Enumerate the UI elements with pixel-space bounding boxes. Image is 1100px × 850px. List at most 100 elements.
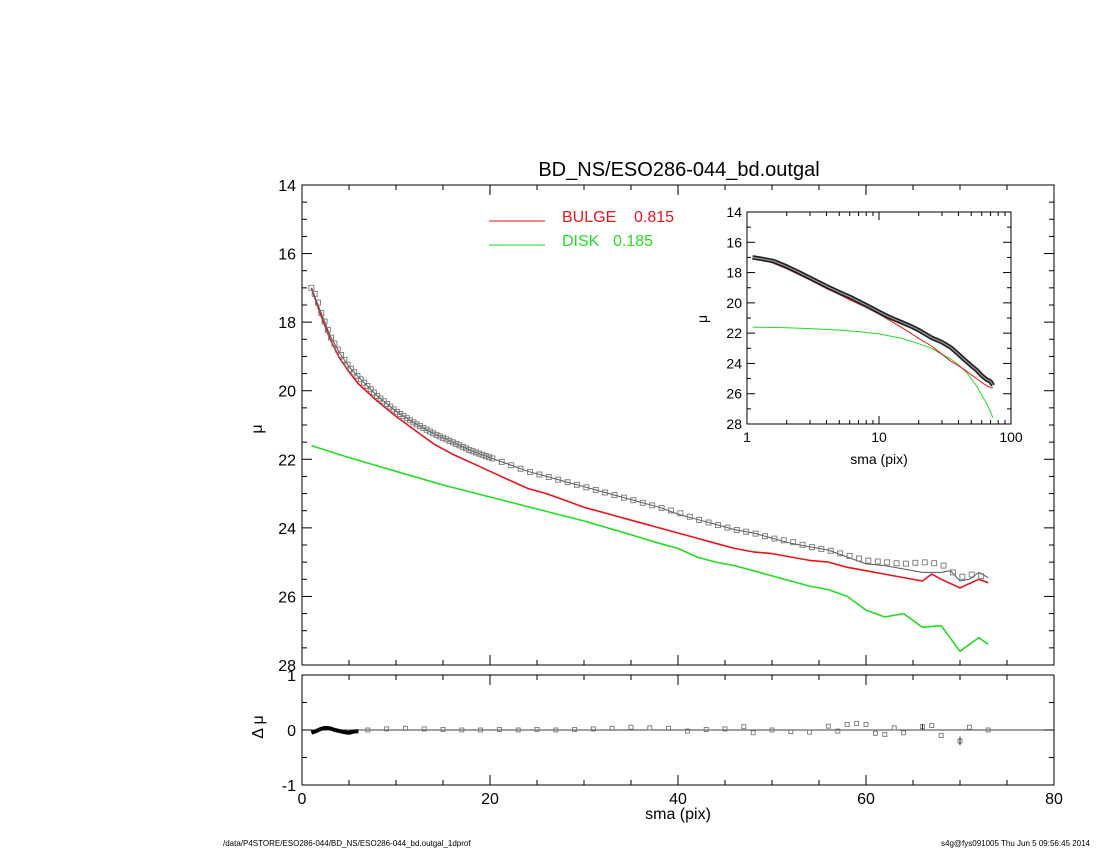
legend-disk-value: 0.185: [613, 233, 653, 250]
observed-point: [884, 559, 891, 566]
observed-point: [649, 502, 656, 509]
observed-point: [357, 376, 364, 383]
observed-point: [724, 524, 731, 531]
observed-point: [893, 560, 900, 567]
residual-point: [929, 723, 935, 729]
observed-point: [592, 486, 599, 493]
observed-point: [564, 479, 571, 486]
residual-point: [666, 725, 672, 731]
residual-point: [478, 727, 484, 733]
observed-point: [978, 573, 985, 580]
inset-y-tick-label: 22: [726, 325, 742, 341]
x-tick-label: 20: [481, 791, 499, 808]
residual-point: [750, 730, 756, 736]
inset-panel: 14 16 18 20 22 24 26 281 10 100 μ sma (pix): [694, 204, 1023, 467]
observed-point: [334, 346, 341, 353]
observed-point: [318, 310, 325, 317]
observed-point: [611, 492, 618, 499]
bulge-line: [310, 287, 989, 589]
observed-point: [912, 559, 919, 566]
observed-point: [686, 513, 693, 520]
observed-point: [472, 449, 479, 456]
observed-point: [426, 428, 433, 435]
x-tick-label: 80: [1045, 791, 1063, 808]
observed-point: [324, 326, 331, 333]
observed-point: [574, 481, 580, 488]
residual-point: [938, 733, 944, 738]
observed-point: [968, 571, 975, 578]
observed-point: [743, 528, 750, 535]
observed-point: [347, 365, 354, 372]
observed-point: [367, 386, 374, 393]
observed-point: [370, 389, 377, 396]
residual-point: [553, 727, 559, 733]
main-y-tick-label: 24: [278, 521, 296, 538]
residual-point: [402, 725, 408, 731]
residual-point: [807, 729, 813, 735]
inset-observed-core: [752, 256, 994, 386]
observed-point: [449, 439, 456, 446]
observed-point: [351, 369, 358, 376]
observed-point: [364, 383, 371, 389]
main-y-tick-label: 22: [278, 452, 296, 469]
observed-point: [410, 419, 417, 426]
observed-point: [440, 434, 446, 441]
observed-point: [874, 558, 881, 565]
inset-x-tick-label: 10: [871, 429, 887, 445]
observed-point: [489, 455, 496, 462]
residual-point: [844, 722, 850, 727]
inset-y-tick-label: 20: [726, 295, 742, 311]
observed-point: [321, 318, 328, 325]
observed-point: [921, 559, 928, 566]
observed-point: [361, 379, 367, 386]
observed-point: [536, 471, 543, 478]
inset-plot-frame: [746, 211, 1012, 425]
observed-point: [545, 474, 552, 481]
inset-y-tick-label: 28: [726, 416, 742, 432]
inset-y-tick-label: 24: [726, 355, 742, 371]
inset-x-tick-label: 100: [999, 429, 1023, 445]
residual-point: [872, 730, 878, 736]
main-y-tick-label: 16: [278, 247, 296, 264]
observed-point: [818, 545, 825, 552]
observed-point: [423, 426, 430, 433]
residual-point: [863, 722, 869, 727]
residual-point: [882, 731, 888, 737]
residual-point: [590, 726, 596, 732]
observed-point: [846, 552, 853, 559]
observed-point: [446, 437, 453, 444]
observed-point: [527, 468, 533, 475]
inset-y-tick-label: 18: [726, 265, 742, 281]
observed-point: [498, 458, 505, 465]
observed-point: [809, 544, 815, 551]
observed-point: [940, 562, 947, 569]
observed-point: [338, 352, 344, 359]
observed-point: [413, 421, 420, 428]
main-profile-panel: 14 16 18 20 22 24 26 28 μ BULGE 0.815 DISK 0.18…: [249, 178, 1055, 675]
observed-point: [436, 433, 443, 440]
residual-point: [459, 727, 465, 733]
inset-y-axis-label: μ: [694, 315, 710, 323]
observed-point: [827, 547, 834, 554]
observed-point: [482, 453, 489, 459]
inset-x-tick-label: 1: [743, 429, 751, 445]
footer-filepath: /data/P4STORE/ESO286-044/BD_NS/ESO286-04…: [223, 839, 471, 848]
observed-point: [311, 290, 318, 297]
observed-point: [733, 527, 740, 533]
legend-bulge-label: BULGE: [562, 209, 616, 226]
residual-point: [722, 726, 728, 732]
residual-point: [365, 727, 371, 733]
observed-point: [931, 560, 938, 567]
observed-point: [959, 573, 966, 580]
observed-point: [630, 497, 637, 504]
observed-point: [443, 436, 450, 443]
residual-point: [891, 725, 897, 731]
inset-y-tick-label: 16: [726, 234, 742, 250]
observed-point: [476, 450, 483, 457]
residual-point: [628, 724, 634, 730]
observed-point: [417, 423, 423, 430]
observed-point: [344, 361, 351, 368]
observed-point: [677, 510, 684, 517]
observed-point: [555, 476, 562, 483]
